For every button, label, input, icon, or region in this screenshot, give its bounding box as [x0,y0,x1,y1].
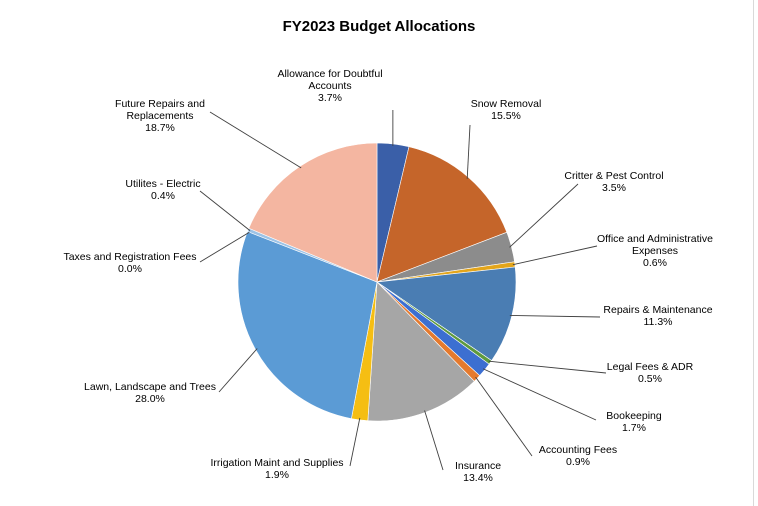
label-line-legal-fees-adr: Legal Fees & ADR [607,361,694,373]
label-office-and-administrative-expenses: Office and Administrative Expenses 0.6% [597,233,713,269]
label-line-future-repairs-and-replacements: Future Repairs and [115,98,205,110]
leader-accounting-fees [475,376,533,457]
label-pct-insurance: 13.4% [463,472,493,484]
label-allowance-for-doubtful-accounts: Allowance for Doubtful Accounts 3.7% [277,68,382,104]
slices-layer [237,142,517,422]
label-pct-legal-fees-adr: 0.5% [638,373,662,385]
label-line-utilites-electric: Utilites - Electric [125,178,200,190]
label-line-future-repairs-and-replacements: Replacements [126,110,193,122]
label-line-repairs-maintenance: Repairs & Maintenance [603,304,712,316]
label-pct-lawn-landscape-and-trees: 28.0% [135,393,165,405]
label-insurance: Insurance 13.4% [455,460,501,484]
chart-title: FY2023 Budget Allocations [282,18,476,35]
label-line-irrigation-maint-and-supplies: Irrigation Maint and Supplies [210,457,343,469]
label-repairs-maintenance: Repairs & Maintenance 11.3% [603,304,712,328]
label-bookeeping: Bookeeping 1.7% [606,410,662,434]
label-critter-pest-control: Critter & Pest Control 3.5% [564,170,663,194]
label-pct-bookeeping: 1.7% [622,422,646,434]
label-pct-irrigation-maint-and-supplies: 1.9% [265,469,289,481]
leader-utilites-electric [199,190,251,231]
leader-snow-removal [466,124,471,179]
label-pct-allowance-for-doubtful-accounts: 3.7% [318,92,342,104]
label-line-insurance: Insurance [455,460,501,472]
label-pct-critter-pest-control: 3.5% [602,182,626,194]
label-lawn-landscape-and-trees: Lawn, Landscape and Trees 28.0% [84,381,216,405]
leader-future-repairs-and-replacements [209,111,302,169]
label-pct-office-and-administrative-expenses: 0.6% [643,257,667,269]
label-legal-fees-adr: Legal Fees & ADR 0.5% [607,361,694,385]
leader-lawn-landscape-and-trees [218,348,258,393]
label-line-snow-removal: Snow Removal [471,98,542,110]
label-line-bookeeping: Bookeeping [606,410,662,422]
label-future-repairs-and-replacements: Future Repairs and Replacements 18.7% [115,98,205,134]
leader-critter-pest-control [509,183,579,248]
label-irrigation-maint-and-supplies: Irrigation Maint and Supplies 1.9% [210,457,343,481]
label-pct-snow-removal: 15.5% [491,110,521,122]
leader-repairs-maintenance [509,314,601,318]
leader-legal-fees-adr [488,360,607,374]
label-line-office-and-administrative-expenses: Office and Administrative [597,233,713,245]
label-taxes-and-registration-fees: Taxes and Registration Fees 0.0% [63,251,196,275]
label-pct-future-repairs-and-replacements: 18.7% [145,122,175,134]
label-snow-removal: Snow Removal 15.5% [471,98,542,122]
leader-taxes-and-registration-fees [199,231,250,263]
label-pct-taxes-and-registration-fees: 0.0% [118,263,142,275]
label-utilites-electric: Utilites - Electric 0.4% [125,178,200,202]
leader-insurance [424,410,444,471]
label-line-allowance-for-doubtful-accounts: Allowance for Doubtful [277,68,382,80]
slice-lawn-landscape-and-trees [237,231,378,419]
label-line-accounting-fees: Accounting Fees [539,444,617,456]
label-line-critter-pest-control: Critter & Pest Control [564,170,663,182]
label-line-lawn-landscape-and-trees: Lawn, Landscape and Trees [84,381,216,393]
label-line-taxes-and-registration-fees: Taxes and Registration Fees [63,251,196,263]
labels-layer: Allowance for Doubtful Accounts 3.7% Snow R… [63,68,713,484]
label-pct-accounting-fees: 0.9% [566,456,590,468]
label-pct-repairs-maintenance: 11.3% [644,316,673,328]
slice-snow-removal [376,146,508,283]
label-accounting-fees: Accounting Fees 0.9% [539,444,617,468]
leader-bookeeping [482,368,597,421]
leaders-layer [199,110,607,471]
label-line-office-and-administrative-expenses: Expenses [632,245,678,257]
slice-future-repairs-and-replacements [248,142,378,283]
leader-office-and-administrative-expenses [512,245,598,266]
label-pct-utilites-electric: 0.4% [151,190,175,202]
label-line-allowance-for-doubtful-accounts: Accounts [308,80,351,92]
frame-border [753,0,754,506]
leader-irrigation-maint-and-supplies [349,417,361,467]
